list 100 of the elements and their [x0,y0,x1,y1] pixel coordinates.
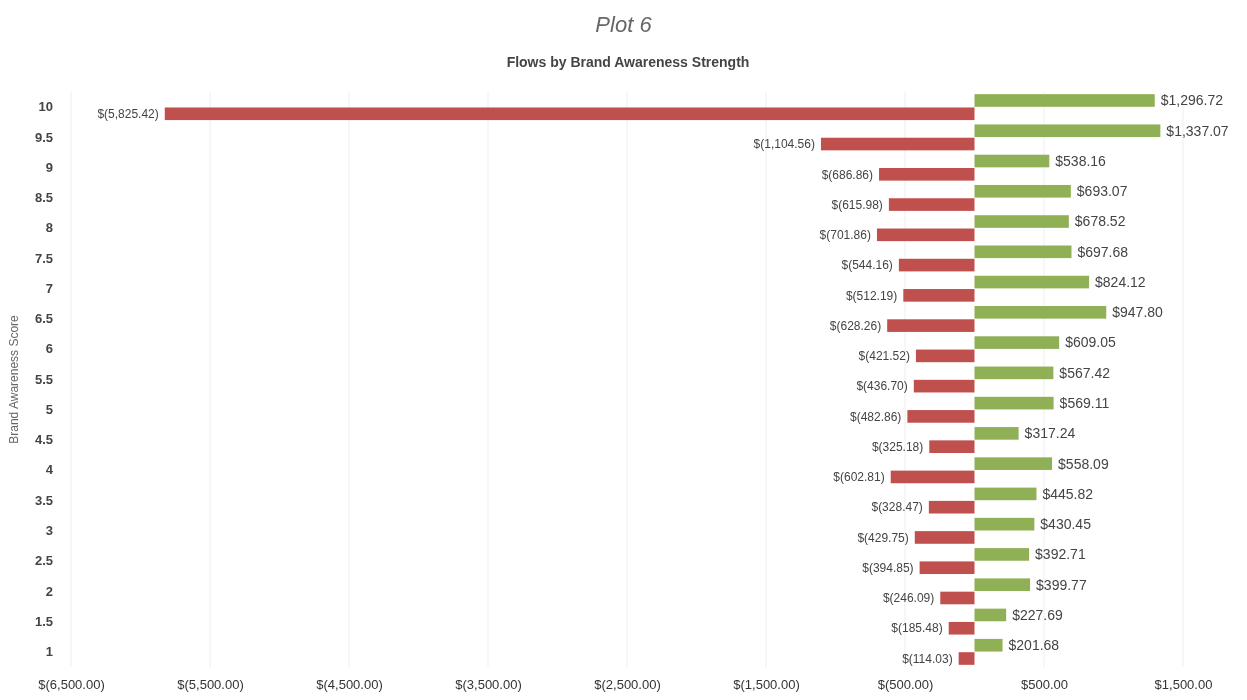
x-tick-label: $(3,500.00) [455,677,522,693]
data-label: $317.24 [1024,425,1076,442]
bar [974,366,1054,380]
data-label: $824.12 [1095,273,1146,290]
data-label: $538.16 [1055,152,1107,169]
data-label: $(512.19) [845,288,898,303]
bar [974,336,1060,349]
y-tick-label: 2.5 [34,553,53,569]
data-label: $(615.98) [831,197,883,212]
bar [974,306,1107,319]
bar [974,124,1161,138]
data-label: $(421.52) [858,349,910,364]
data-label: $(482.86) [850,409,902,424]
bar [974,638,1003,652]
x-tick-label: $(4,500.00) [316,677,383,693]
bar [958,652,975,665]
bar [974,184,1071,198]
y-tick-label: 9.5 [34,129,53,145]
x-tick-label: $(5,500.00) [177,677,244,693]
bar [928,500,975,514]
data-label: $(602.81) [833,470,885,485]
data-label: $(246.09) [882,591,935,606]
y-tick-label: 6.5 [34,311,53,327]
bar [974,275,1090,289]
bar [164,107,975,121]
bar [914,531,975,544]
data-label: $569.11 [1059,395,1110,412]
data-label: $1,337.07 [1166,122,1229,139]
y-tick-label: 4.5 [34,432,53,448]
data-label: $(701.86) [819,228,871,243]
data-label: $693.07 [1076,183,1128,200]
bar [974,215,1069,228]
y-tick-label: 1 [45,644,53,660]
x-tick-label: $(6,500.00) [38,677,105,693]
data-label: $(325.18) [871,439,924,454]
bar [974,396,1054,410]
data-label: $(328.47) [871,500,923,515]
data-label: $227.69 [1012,606,1063,623]
bar [974,517,1035,531]
y-tick-label: 10 [38,99,53,115]
chart-subtitle: Flows by Brand Awareness Strength [506,54,750,70]
data-label: $(5,825.42) [97,106,159,121]
data-label: $697.68 [1077,243,1129,260]
data-label: $(1,104.56) [753,137,815,152]
bar [903,289,975,302]
data-label: $(394.85) [862,560,914,575]
bar [919,561,975,575]
bar [974,608,1007,622]
data-label: $(114.03) [902,651,953,666]
y-tick-label: 3.5 [34,492,53,508]
bar [890,470,975,484]
bar [974,548,1030,561]
bar [974,457,1053,470]
bar [974,245,1072,259]
bar [879,167,975,181]
x-tick-label: $(1,500.00) [733,677,800,693]
bar [974,94,1155,107]
data-label: $609.05 [1065,334,1116,351]
y-tick-label: 8.5 [34,190,53,206]
data-label: $(686.86) [821,167,874,182]
data-label: $(544.16) [841,258,893,273]
bar [876,228,975,242]
y-tick-label: 8 [45,220,53,236]
data-label: $201.68 [1008,637,1060,654]
x-tick-label: $(500.00) [877,677,934,693]
y-tick-label: 2 [45,583,53,599]
data-label: $678.52 [1074,213,1126,230]
bar [974,487,1037,501]
data-label: $399.77 [1036,576,1087,593]
bar [907,410,975,423]
y-tick-label: 7 [45,280,53,296]
y-tick-label: 3 [45,522,53,538]
y-tick-label: 9 [45,159,53,175]
data-label: $445.82 [1042,485,1094,502]
bar [948,621,975,635]
data-label: $430.45 [1040,516,1092,533]
data-label: $(429.75) [857,530,909,545]
y-tick-label: 5.5 [34,371,53,387]
data-label: $567.42 [1059,364,1111,381]
x-tick-label: $(2,500.00) [594,677,661,693]
data-label: $947.80 [1112,304,1164,321]
y-tick-label: 4 [45,462,54,478]
data-label: $392.71 [1035,546,1086,563]
bar [913,379,975,393]
bar [898,258,975,272]
y-axis-title: Brand Awareness Score [7,314,21,444]
chart-title: Plot 6 [595,12,653,37]
bar [887,319,975,332]
y-tick-label: 6 [45,341,53,357]
data-label: $(628.26) [829,318,882,333]
y-tick-label: 1.5 [34,613,53,629]
data-label: $(185.48) [891,621,943,636]
data-label: $558.09 [1058,455,1109,472]
y-tick-label: 7.5 [34,250,53,266]
data-label: $(436.70) [856,379,908,394]
bar [940,591,975,605]
bar [974,578,1031,592]
x-tick-label: $500.00 [1021,677,1068,693]
x-tick-label: $1,500.00 [1154,677,1213,693]
bar [974,154,1050,168]
